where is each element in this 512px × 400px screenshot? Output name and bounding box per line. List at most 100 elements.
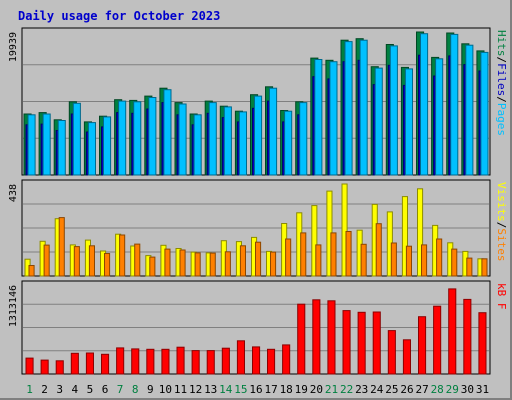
bar-pages <box>389 45 398 176</box>
bar-kb-f <box>282 344 291 375</box>
bar-pages <box>465 44 474 176</box>
max-value-label: 19939 <box>8 32 19 62</box>
bar-pages <box>254 95 263 176</box>
day-label: 25 <box>385 383 398 396</box>
bar-kb-f <box>85 352 95 375</box>
bar-pages <box>344 41 353 176</box>
bar-pages <box>284 110 293 176</box>
bar-pages <box>374 67 383 176</box>
bar-sites <box>285 238 292 277</box>
bar-kb-f <box>70 352 79 375</box>
bar-kb-f <box>463 298 472 375</box>
bar-kb-f <box>297 303 306 375</box>
bar-sites <box>451 248 458 277</box>
bar-pages <box>314 59 323 176</box>
day-label: 18 <box>280 383 293 396</box>
day-label: 19 <box>295 383 308 396</box>
bar-sites <box>58 217 65 277</box>
max-value-label: 438 <box>8 184 19 202</box>
day-label: 30 <box>461 383 474 396</box>
bar-sites <box>179 249 186 277</box>
day-label: 10 <box>159 383 172 396</box>
day-label: 12 <box>189 383 202 396</box>
bar-kb-f <box>101 353 110 375</box>
bar-kb-f <box>221 347 230 375</box>
bar-kb-f <box>372 311 381 375</box>
bar-kb-f <box>252 346 261 375</box>
day-label: 5 <box>87 383 94 396</box>
legend-entry: Hits <box>495 30 508 57</box>
legend-entry: Visits <box>495 182 508 222</box>
bar-kb-f <box>236 340 245 375</box>
day-label: 29 <box>446 383 459 396</box>
bar-sites <box>209 252 216 277</box>
bar-sites <box>300 232 307 277</box>
day-label: 1 <box>26 383 33 396</box>
chart-panels: 19939 Hits/Files/Pages 438 Visits/Sites 1313… <box>8 27 508 375</box>
bar-kb-f <box>327 300 336 375</box>
day-label: 16 <box>249 383 262 396</box>
legend-entry: Files <box>495 63 508 96</box>
bar-sites <box>345 231 352 277</box>
bar-kb-f <box>267 348 276 375</box>
max-value-label: 1313146 <box>8 285 19 327</box>
bar-pages <box>450 33 459 176</box>
bar-pages <box>72 102 81 176</box>
bar-pages <box>87 122 97 176</box>
bar-sites <box>315 244 322 277</box>
bar-kb-f <box>357 311 366 375</box>
day-label: 7 <box>117 383 124 396</box>
bar-sites <box>194 252 201 277</box>
day-label: 23 <box>355 383 368 396</box>
bar-pages <box>420 33 429 176</box>
bar-kb-f <box>433 305 442 375</box>
bar-pages <box>480 51 489 176</box>
panel-legend: Visits/Sites <box>495 182 508 262</box>
day-label: 28 <box>431 383 444 396</box>
day-label: 27 <box>415 383 428 396</box>
bar-sites <box>88 245 96 277</box>
bar-kb-f <box>25 357 34 375</box>
panel-legend: Hits/Files/Pages <box>495 30 508 136</box>
bar-sites <box>104 253 111 277</box>
bar-kb-f <box>191 350 200 375</box>
bar-kb-f <box>55 360 64 375</box>
day-label: 22 <box>340 383 353 396</box>
bar-kb-f <box>146 348 155 375</box>
day-label: 14 <box>219 383 233 396</box>
panel-legend: kB F <box>495 283 508 310</box>
bar-pages <box>57 120 66 176</box>
day-label: 20 <box>310 383 323 396</box>
day-label: 6 <box>102 383 109 396</box>
bar-kb-f <box>131 348 140 375</box>
bar-sites <box>436 238 443 277</box>
bar-sites <box>134 243 141 277</box>
bar-sites <box>330 232 337 277</box>
day-label: 8 <box>132 383 139 396</box>
bar-kb-f <box>478 312 487 375</box>
bar-pages <box>103 116 112 176</box>
bar-kb-f <box>176 346 185 375</box>
bar-pages <box>133 101 142 176</box>
bar-pages <box>269 87 278 176</box>
legend-separator: / <box>495 222 508 229</box>
bar-pages <box>435 58 444 176</box>
bar-sites <box>375 223 382 277</box>
bar-pages <box>208 102 217 176</box>
day-label: 9 <box>147 383 154 396</box>
bar-sites <box>270 251 277 277</box>
bar-sites <box>149 256 156 277</box>
day-label: 26 <box>400 383 413 396</box>
day-label: 24 <box>370 383 384 396</box>
bar-sites <box>119 234 126 277</box>
day-label: 15 <box>234 383 247 396</box>
panel-hits-files-pages: 19939 Hits/Files/Pages <box>8 27 508 176</box>
bar-kb-f <box>116 347 125 375</box>
bar-pages <box>299 102 308 176</box>
bar-kb-f <box>206 350 215 375</box>
bar-pages <box>178 103 187 176</box>
bar-visits <box>417 188 424 277</box>
day-label: 3 <box>56 383 63 396</box>
bar-sites <box>481 258 488 277</box>
